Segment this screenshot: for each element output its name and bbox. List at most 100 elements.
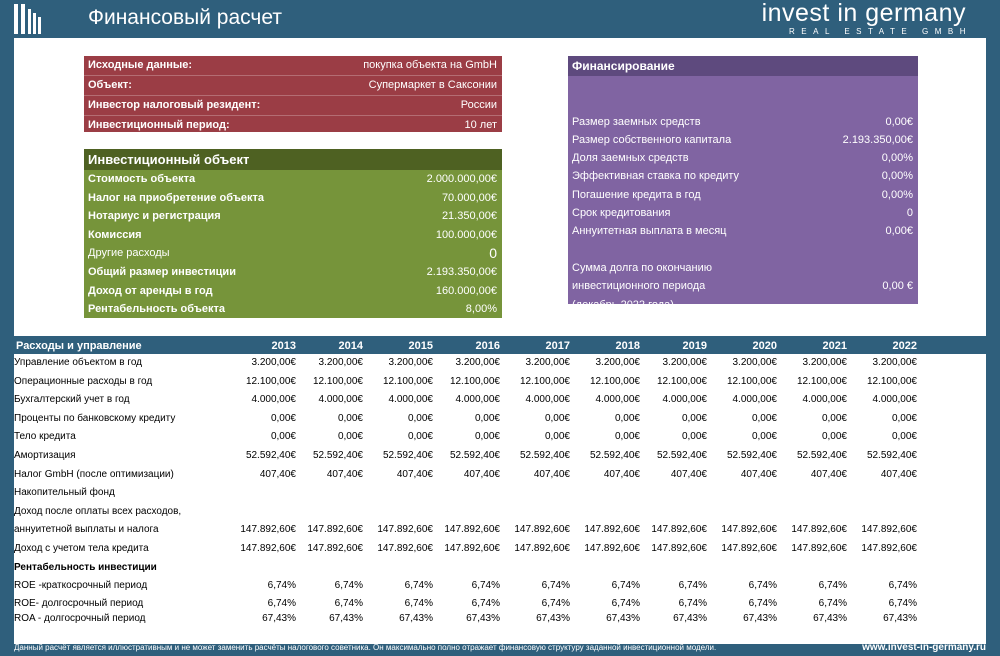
year-header: 2022 xyxy=(892,340,917,352)
table-cell: 147.892,60€ xyxy=(240,542,296,554)
year-header: 2018 xyxy=(615,340,640,352)
summary-row: Доход от аренды в год 160.000,00€ xyxy=(84,282,502,301)
year-header: 2020 xyxy=(752,340,777,352)
table-cell: 67,43% xyxy=(466,612,500,624)
row-label: Объект: xyxy=(88,79,132,91)
table-cell: 6,74% xyxy=(334,580,363,592)
table-cell: 6,74% xyxy=(611,580,640,592)
summary-row xyxy=(568,76,918,94)
row-label: Стоимость объекта xyxy=(88,173,196,185)
row-label: Доля заемных средств xyxy=(572,152,689,165)
table-cell: 67,43% xyxy=(399,612,433,624)
table-cell: 407,40€ xyxy=(670,468,707,480)
table-row: Управление объектом в год 3.200,00€ 3.200,… xyxy=(14,354,986,373)
row-value: 10 лет xyxy=(464,119,497,131)
table-cell: 6,74% xyxy=(678,580,707,592)
table-cell: 67,43% xyxy=(813,612,847,624)
table-cell: 0,00€ xyxy=(891,412,917,424)
summary-row: Сумма долга по окончанию xyxy=(568,259,918,277)
table-row-label: Проценты по банковскому кредиту xyxy=(14,412,176,424)
table-body: Управление объектом в год 3.200,00€ 3.200,… xyxy=(14,354,986,644)
row-label: Рентабельность объекта xyxy=(88,303,226,316)
summary-row: Комиссия 100.000,00€ xyxy=(84,226,502,245)
year-header: 2014 xyxy=(338,340,363,352)
table-row: ROA - долгосрочный период 67,43% 67,43% 67,… xyxy=(14,611,986,626)
table-cell: 147.892,60€ xyxy=(514,542,570,554)
table-cell: 0,00€ xyxy=(751,431,777,443)
table-row: Доход с учетом тела кредита 147.892,60€ 14… xyxy=(14,540,986,559)
table-cell: 3.200,00€ xyxy=(872,357,918,368)
table-cell: 52.592,40€ xyxy=(866,449,917,461)
table-cell: 147.892,60€ xyxy=(584,524,640,536)
table-cell: 4.000,00€ xyxy=(455,394,501,406)
table-row: аннуитетной выплаты и налога 147.892,60€ 1… xyxy=(14,521,986,540)
table-cell: 3.200,00€ xyxy=(388,357,434,368)
table-cell: 3.200,00€ xyxy=(662,357,708,368)
table-cell: 3.200,00€ xyxy=(525,357,571,368)
row-value: покупка объекта на GmbH xyxy=(363,59,497,71)
row-value: 21.350,00€ xyxy=(441,210,497,223)
summary-row: Срок кредитования 0 xyxy=(568,204,918,222)
row-value: 0 xyxy=(906,207,913,220)
table-cell: 4.000,00€ xyxy=(662,394,708,406)
summary-row: Эффективная ставка по кредиту 0,00% xyxy=(568,167,918,185)
table-cell: 0,00€ xyxy=(751,412,777,424)
table-row-label: аннуитетной выплаты и налога xyxy=(14,524,159,536)
summary-row: Объект: Супермаркет в Саксонии xyxy=(84,76,502,96)
table-cell: 4.000,00€ xyxy=(802,394,848,406)
summary-row xyxy=(568,94,918,112)
table-cell: 0,00€ xyxy=(474,431,500,443)
website-link[interactable]: www.invest-in-germany.ru xyxy=(862,642,986,653)
table-cell: 407,40€ xyxy=(463,468,500,480)
row-label: Аннуитетная выплата в месяц xyxy=(572,225,727,238)
row-value: 2.193.350,00€ xyxy=(426,265,497,278)
row-value: 0,00% xyxy=(881,170,913,183)
header: Финансовый расчет invest in germany REAL… xyxy=(0,0,1000,38)
summary-row: Доля заемных средств 0,00% xyxy=(568,149,918,167)
table-cell: 52.592,40€ xyxy=(312,449,363,461)
row-label: Размер собственного капитала xyxy=(572,133,732,146)
table-cell: 4.000,00€ xyxy=(318,394,364,406)
table-cell: 407,40€ xyxy=(880,468,917,480)
table-cell: 407,40€ xyxy=(259,468,296,480)
table-row: Операционные расходы в год 12.100,00€ 12.1… xyxy=(14,373,986,392)
investment-box: Стоимость объекта 2.000.000,00€ Налог на п… xyxy=(84,170,502,318)
table-cell: 6,74% xyxy=(818,580,847,592)
row-value: 70.000,00€ xyxy=(441,191,497,204)
row-value: 2.193.350,00€ xyxy=(842,133,913,146)
brand-logo-icon xyxy=(14,4,41,34)
row-label: Общий размер инвестиции xyxy=(88,265,236,278)
table-cell: 147.892,60€ xyxy=(721,542,777,554)
table-cell: 67,43% xyxy=(262,612,296,624)
table-cell: 52.592,40€ xyxy=(589,449,640,461)
table-cell: 52.592,40€ xyxy=(382,449,433,461)
table-cell: 67,43% xyxy=(329,612,363,624)
row-value: 0,00% xyxy=(881,188,913,201)
table-cell: 6,74% xyxy=(267,580,296,592)
financing-title: Финансирование xyxy=(568,56,918,76)
table-cell: 12.100,00€ xyxy=(866,375,917,387)
row-label: Размер заемных средств xyxy=(572,115,701,128)
table-cell: 147.892,60€ xyxy=(721,524,777,536)
disclaimer: Данный расчёт является иллюстративным и … xyxy=(14,643,717,652)
table-cell: 3.200,00€ xyxy=(455,357,501,368)
summary-row: Погашение кредита в год 0,00% xyxy=(568,186,918,204)
table-cell: 3.200,00€ xyxy=(251,357,297,368)
table-cell: 12.100,00€ xyxy=(382,375,433,387)
source-data-box: Исходные данные: покупка объекта на GmbH О… xyxy=(84,56,502,136)
table-row: Проценты по банковскому кредиту 0,00€ 0,00… xyxy=(14,410,986,429)
summary-row: Инвестиционный период: 10 лет xyxy=(84,116,502,136)
brand-name: invest in germany xyxy=(761,0,966,27)
row-value: 0,00€ xyxy=(885,115,913,128)
row-value: 160.000,00€ xyxy=(435,284,497,297)
summary-row: Рентабельность объекта 8,00% xyxy=(84,300,502,319)
table-cell: 12.100,00€ xyxy=(726,375,777,387)
table-cell: 4.000,00€ xyxy=(388,394,434,406)
year-header: 2019 xyxy=(682,340,707,352)
row-value: 0,00€ xyxy=(885,225,913,238)
row-label: Налог на приобретение объекта xyxy=(88,191,265,204)
table-cell: 67,43% xyxy=(606,612,640,624)
table-cell: 0,00€ xyxy=(270,431,296,443)
row-value: 8,00% xyxy=(465,303,497,316)
table-cell: 6,74% xyxy=(748,580,777,592)
